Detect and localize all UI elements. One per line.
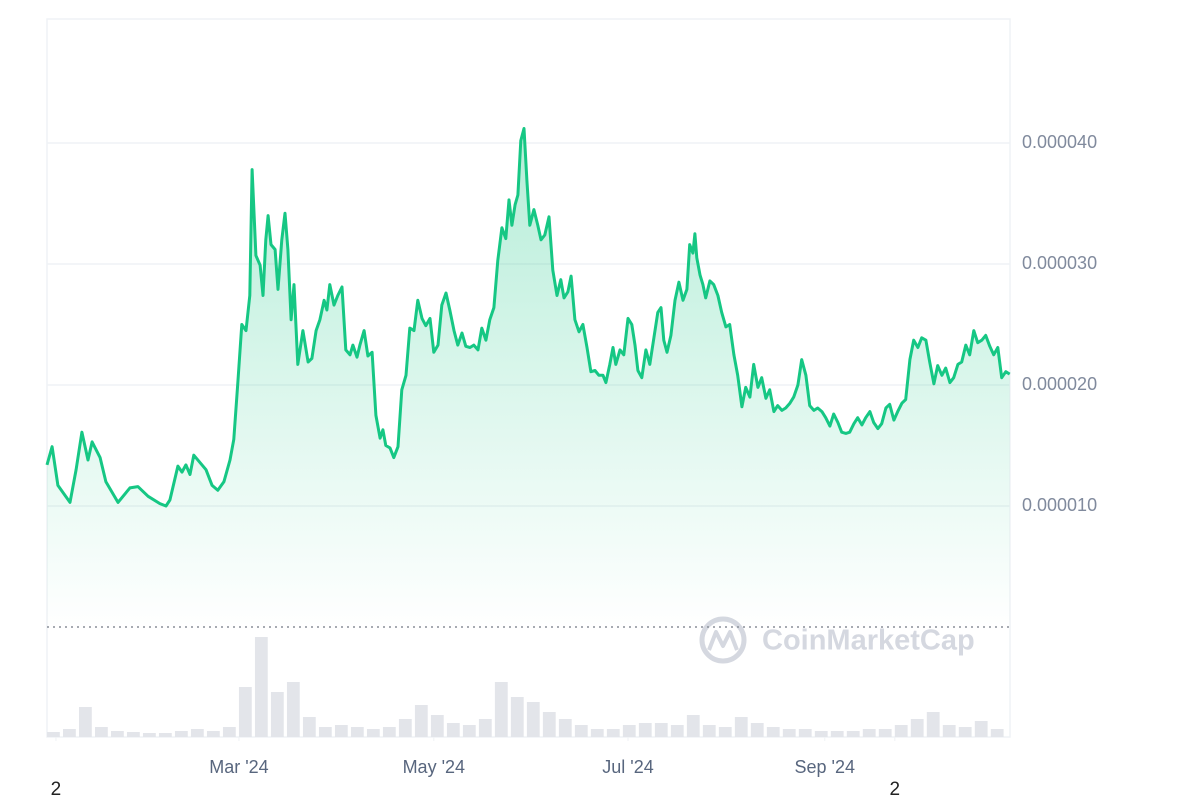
watermark-text: CoinMarketCap	[762, 625, 975, 657]
volume-bars	[47, 637, 1004, 737]
volume-bar	[990, 729, 1004, 737]
volume-bar	[526, 702, 540, 737]
volume-bar	[334, 725, 348, 737]
volume-bar	[718, 727, 732, 737]
volume-bar	[974, 721, 988, 737]
volume-bar	[862, 729, 876, 737]
volume-bar	[398, 719, 412, 737]
x-tick-label: 2	[890, 779, 901, 800]
volume-bar	[190, 729, 204, 737]
volume-bar	[894, 725, 908, 737]
volume-bar	[142, 733, 156, 737]
volume-bar	[510, 697, 524, 737]
volume-bar	[622, 725, 636, 737]
volume-bar	[542, 712, 556, 737]
volume-bar	[414, 705, 428, 737]
x-tick-label: Sep '24	[795, 757, 856, 777]
volume-bar	[942, 725, 956, 737]
volume-bar	[782, 729, 796, 737]
volume-bar	[238, 687, 252, 737]
labels: 0.000010 0.000020 0.000030 0.000040 Mar '24 M…	[51, 132, 1097, 800]
y-tick-label: 0.000020	[1022, 374, 1097, 394]
volume-bar	[446, 723, 460, 737]
volume-bar	[286, 682, 300, 737]
y-tick-label: 0.000040	[1022, 132, 1097, 152]
volume-bar	[638, 723, 652, 737]
volume-bar	[350, 727, 364, 737]
volume-bar	[670, 725, 684, 737]
volume-bar	[126, 732, 140, 737]
volume-bar	[254, 637, 268, 737]
y-tick-label: 0.000010	[1022, 495, 1097, 515]
volume-bar	[270, 692, 284, 737]
watermark-logo-mark	[707, 630, 739, 651]
volume-bar	[574, 725, 588, 737]
price-line	[45, 127, 1011, 508]
x-tick-label: Jul '24	[602, 757, 653, 777]
volume-bar	[606, 729, 620, 737]
volume-bar	[174, 731, 188, 737]
volume-bar	[846, 731, 860, 737]
x-tick-label: 2	[51, 779, 62, 800]
volume-bar	[478, 719, 492, 737]
volume-bar	[494, 682, 508, 737]
volume-bar	[94, 727, 108, 737]
volume-bar	[558, 719, 572, 737]
volume-bar	[686, 715, 700, 737]
plot	[45, 127, 1011, 627]
volume-bar	[830, 731, 844, 737]
volume-bar	[430, 715, 444, 737]
volume-bar	[78, 707, 92, 737]
volume-bar	[958, 727, 972, 737]
volume-bar	[654, 723, 668, 737]
volume-bar	[462, 725, 476, 737]
volume-bar	[878, 729, 892, 737]
volume-bar	[750, 723, 764, 737]
volume-bar	[318, 727, 332, 737]
volume-bar	[814, 731, 828, 737]
volume-bar	[366, 729, 380, 737]
volume-bar	[766, 727, 780, 737]
volume-bar	[302, 717, 316, 737]
volume-bar	[382, 727, 396, 737]
volume-bar	[702, 725, 716, 737]
volume-bar	[798, 729, 812, 737]
volume-bar	[222, 727, 236, 737]
volume-bar	[590, 729, 604, 737]
volume-bar	[926, 712, 940, 737]
volume-bar	[62, 729, 76, 737]
volume-bar	[734, 717, 748, 737]
volume-bar	[47, 732, 60, 737]
volume-bar	[110, 731, 124, 737]
watermark: CoinMarketCap	[699, 616, 975, 664]
volume-bar	[206, 731, 220, 737]
volume-bar	[910, 719, 924, 737]
x-tick-label: Mar '24	[209, 757, 268, 777]
x-tick-label: May '24	[403, 757, 465, 777]
volume-bar	[158, 733, 172, 737]
y-tick-label: 0.000030	[1022, 253, 1097, 273]
